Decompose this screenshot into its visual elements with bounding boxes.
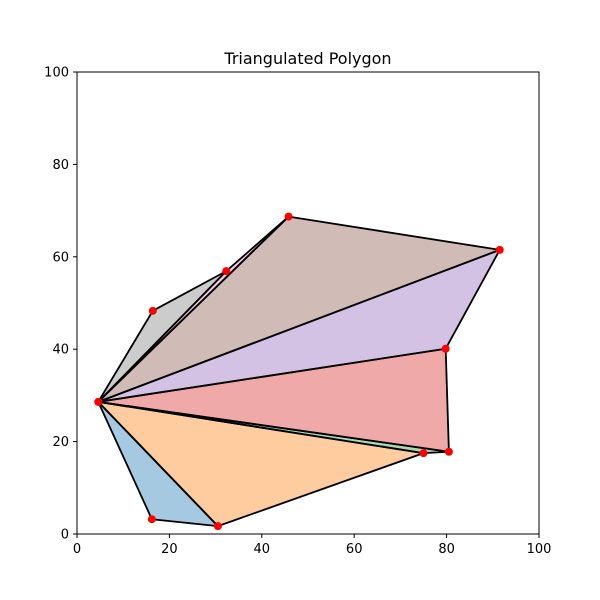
vertex-point-6 bbox=[441, 344, 450, 353]
y-axis: 0 20 40 60 80 100 bbox=[44, 66, 77, 543]
vertex-point-1 bbox=[94, 397, 103, 406]
vertex-point-9 bbox=[222, 267, 231, 276]
plot-frame bbox=[76, 71, 540, 535]
vertex-point-10 bbox=[148, 306, 157, 315]
vertex-point-7 bbox=[495, 245, 504, 254]
x-axis: 0 20 40 60 80 100 bbox=[73, 534, 552, 557]
y-tick-label: 60 bbox=[52, 250, 69, 265]
y-tick-label: 100 bbox=[44, 66, 69, 81]
vertices-layer bbox=[94, 212, 504, 531]
x-tick-label: 40 bbox=[254, 542, 271, 557]
vertex-point-5 bbox=[444, 447, 453, 456]
x-tick-label: 100 bbox=[527, 542, 552, 557]
y-tick-label: 0 bbox=[61, 528, 69, 543]
x-tick-label: 0 bbox=[73, 542, 81, 557]
triangle-8 bbox=[97, 270, 228, 403]
x-tick-label: 80 bbox=[438, 542, 455, 557]
y-tick-label: 20 bbox=[52, 435, 69, 450]
vertex-point-2 bbox=[147, 515, 156, 524]
y-tick-label: 40 bbox=[52, 343, 69, 358]
x-tick-label: 20 bbox=[161, 542, 178, 557]
vertex-point-3 bbox=[213, 522, 222, 531]
x-tick-label: 60 bbox=[346, 542, 363, 557]
vertex-point-8 bbox=[284, 212, 293, 221]
y-tick-label: 80 bbox=[52, 158, 69, 173]
triangles-layer bbox=[97, 215, 501, 528]
vertex-point-4 bbox=[419, 449, 428, 458]
chart-title: Triangulated Polygon bbox=[223, 49, 391, 68]
